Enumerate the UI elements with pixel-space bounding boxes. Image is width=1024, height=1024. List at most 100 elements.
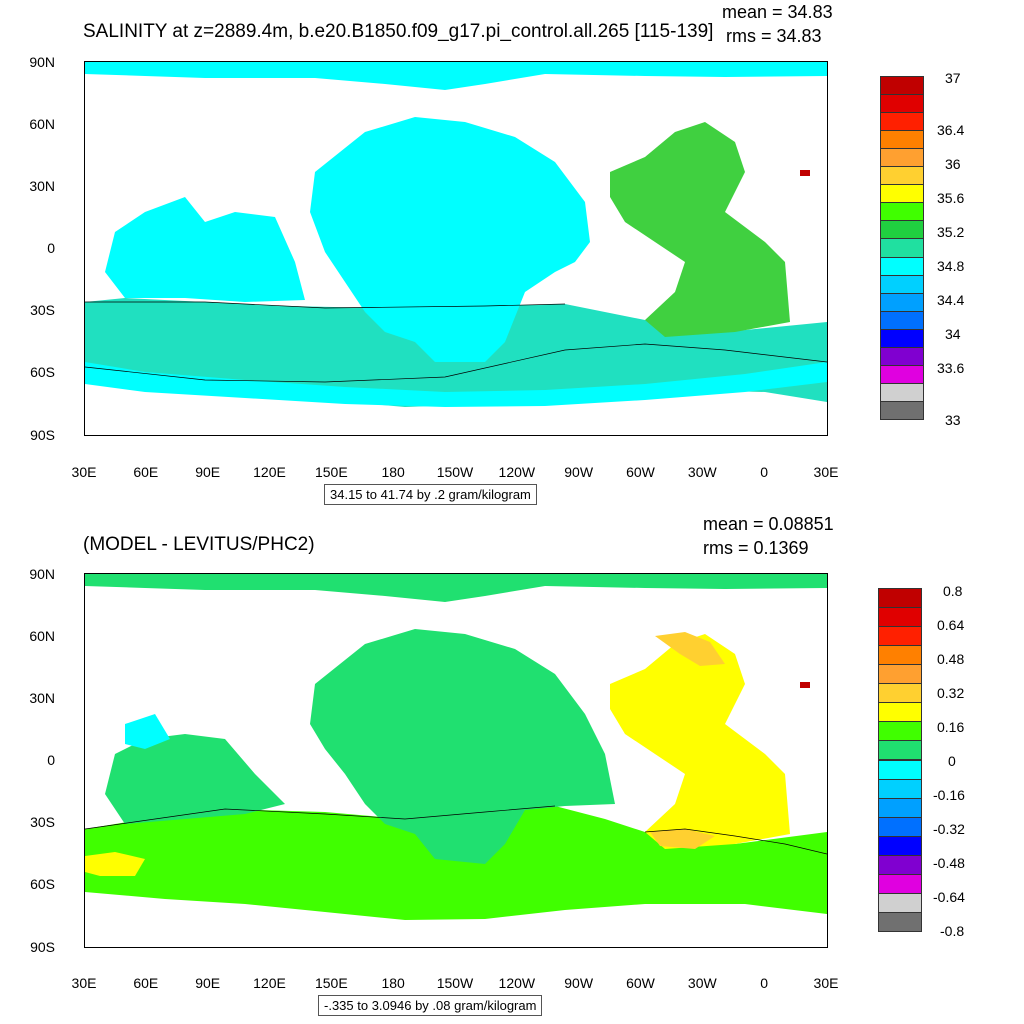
p2-lon-label-7: 120W — [498, 975, 536, 991]
p2-lat-0: 0 — [47, 752, 55, 768]
p2-cbar-box-11 — [878, 797, 922, 818]
p2-cbar-box-0 — [878, 588, 922, 609]
p1-cbar-box-14 — [880, 328, 924, 348]
p2-lon-label-8: 90W — [564, 975, 594, 991]
panel2-title: (MODEL - LEVITUS/PHC2) — [83, 534, 315, 555]
p2-cbar-box-9 — [878, 759, 922, 780]
p2-lon-label-9: 60W — [626, 975, 655, 991]
p1-cbar-label-33-6: 33.6 — [937, 360, 965, 376]
p1-cbar-box-2 — [880, 112, 924, 132]
p2-cyan-patch — [125, 714, 170, 749]
p1-cbar-box-3 — [880, 130, 924, 150]
panel2-mean: mean = 0.08851 — [703, 514, 834, 534]
panel1-map — [84, 61, 828, 436]
p2-atlantic-ocean — [610, 634, 790, 849]
p1-cbar-box-7 — [880, 202, 924, 222]
p2-cbar-box-7 — [878, 721, 922, 742]
p1-cbar-label-34-4: 34.4 — [937, 292, 965, 308]
p1-cbar-label-34: 34 — [945, 326, 961, 342]
p1-lon-label-3: 120E — [253, 464, 286, 480]
p1-cbar-box-11 — [880, 274, 924, 294]
p2-arctic — [85, 574, 827, 602]
panel1-range-note: 34.15 to 41.74 by .2 gram/kilogram — [324, 484, 537, 505]
p2-pacific-ocean — [310, 629, 615, 864]
p1-cbar-label-35-2: 35.2 — [937, 224, 965, 240]
p2-lat-30n: 30N — [29, 690, 55, 706]
p2-cbar-box-1 — [878, 607, 922, 628]
p2-cbar-box-12 — [878, 816, 922, 837]
p1-lat-90s: 90S — [30, 427, 55, 443]
p2-cbar-label-0-32: 0.32 — [937, 685, 965, 701]
p2-lon-label-5: 180 — [381, 975, 405, 991]
p2-lon-label-12: 30E — [813, 975, 839, 991]
p1-cbar-box-13 — [880, 310, 924, 330]
p2-lon-label-1: 60E — [133, 975, 159, 991]
p1-cbar-label-33: 33 — [945, 412, 961, 428]
p1-cbar-box-9 — [880, 238, 924, 258]
p1-cbar-box-1 — [880, 94, 924, 114]
p2-contour-2 — [644, 828, 827, 855]
p2-cbar-label-neg-0-32: -0.32 — [933, 821, 965, 837]
p1-lon-label-11: 0 — [760, 464, 769, 480]
p2-cbar-box-2 — [878, 626, 922, 647]
p1-cbar-box-15 — [880, 346, 924, 366]
p2-lon-label-10: 30W — [687, 975, 717, 991]
p1-cbar-label-36-4: 36.4 — [937, 122, 965, 138]
p1-contour-2 — [85, 343, 827, 383]
p2-cbar-label-neg-0-8: -0.8 — [940, 923, 965, 939]
p2-cbar-box-16 — [878, 892, 922, 913]
p1-lon-label-6: 150W — [436, 464, 474, 480]
p1-lon-label-9: 60W — [626, 464, 655, 480]
p1-lon-label-2: 90E — [195, 464, 221, 480]
p2-cbar-label-0-64: 0.64 — [937, 617, 965, 633]
p2-cbar-box-14 — [878, 854, 922, 875]
panel2-colorbar — [878, 588, 922, 932]
panel1-colorbar — [880, 76, 924, 420]
p1-cbar-box-10 — [880, 256, 924, 276]
p2-lat-30s: 30S — [30, 814, 55, 830]
p1-lon-label-4: 150E — [314, 464, 348, 480]
p1-cbar-box-17 — [880, 382, 924, 402]
panel1-rms: rms = 34.83 — [726, 26, 822, 46]
p1-lon-label-1: 60E — [133, 464, 159, 480]
p2-cbar-box-4 — [878, 664, 922, 685]
p2-orange-patch-south — [650, 829, 715, 849]
p1-lat-30s: 30S — [30, 302, 55, 318]
p2-med-red-spot — [800, 682, 810, 688]
p2-cbar-box-17 — [878, 911, 922, 932]
p1-lon-label-0: 30E — [71, 464, 97, 480]
p1-atlantic-ocean — [610, 122, 790, 337]
p1-lon-label-12: 30E — [813, 464, 839, 480]
p1-pacific-ocean — [310, 117, 590, 362]
p2-cbar-box-8 — [878, 740, 922, 761]
p1-cbar-box-5 — [880, 166, 924, 186]
p2-cbar-box-6 — [878, 702, 922, 723]
p1-lat-30n: 30N — [29, 178, 55, 194]
p2-lon-label-6: 150W — [436, 975, 474, 991]
p2-southern-ocean — [85, 806, 827, 920]
p2-cbar-label-neg-0-16: -0.16 — [933, 787, 965, 803]
p2-orange-patch-north — [655, 632, 725, 666]
p2-lat-60n: 60N — [29, 628, 55, 644]
p1-cbar-box-6 — [880, 184, 924, 204]
p1-cbar-box-4 — [880, 148, 924, 168]
p2-lon-label-2: 90E — [195, 975, 221, 991]
p2-cbar-box-13 — [878, 835, 922, 856]
p1-indian-ocean — [105, 197, 305, 302]
p1-cbar-box-18 — [880, 400, 924, 420]
p1-lon-label-5: 180 — [381, 464, 405, 480]
panel1-map-svg — [85, 62, 827, 407]
p1-med-red-spot — [800, 170, 810, 176]
panel2-range-note: -.335 to 3.0946 by .08 gram/kilogram — [318, 995, 543, 1016]
p1-lat-60n: 60N — [29, 116, 55, 132]
p1-cbar-label-34-8: 34.8 — [937, 258, 965, 274]
p2-cbar-box-5 — [878, 683, 922, 704]
panel2-map-svg — [85, 574, 827, 920]
p1-cbar-label-35-6: 35.6 — [937, 190, 965, 206]
p2-lon-label-4: 150E — [314, 975, 348, 991]
p2-cbar-label-0-16: 0.16 — [937, 719, 965, 735]
p2-yellow-patch-west — [85, 852, 145, 876]
p1-lat-0: 0 — [47, 240, 55, 256]
panel2-rms: rms = 0.1369 — [703, 538, 809, 558]
p2-lat-90s: 90S — [30, 939, 55, 955]
